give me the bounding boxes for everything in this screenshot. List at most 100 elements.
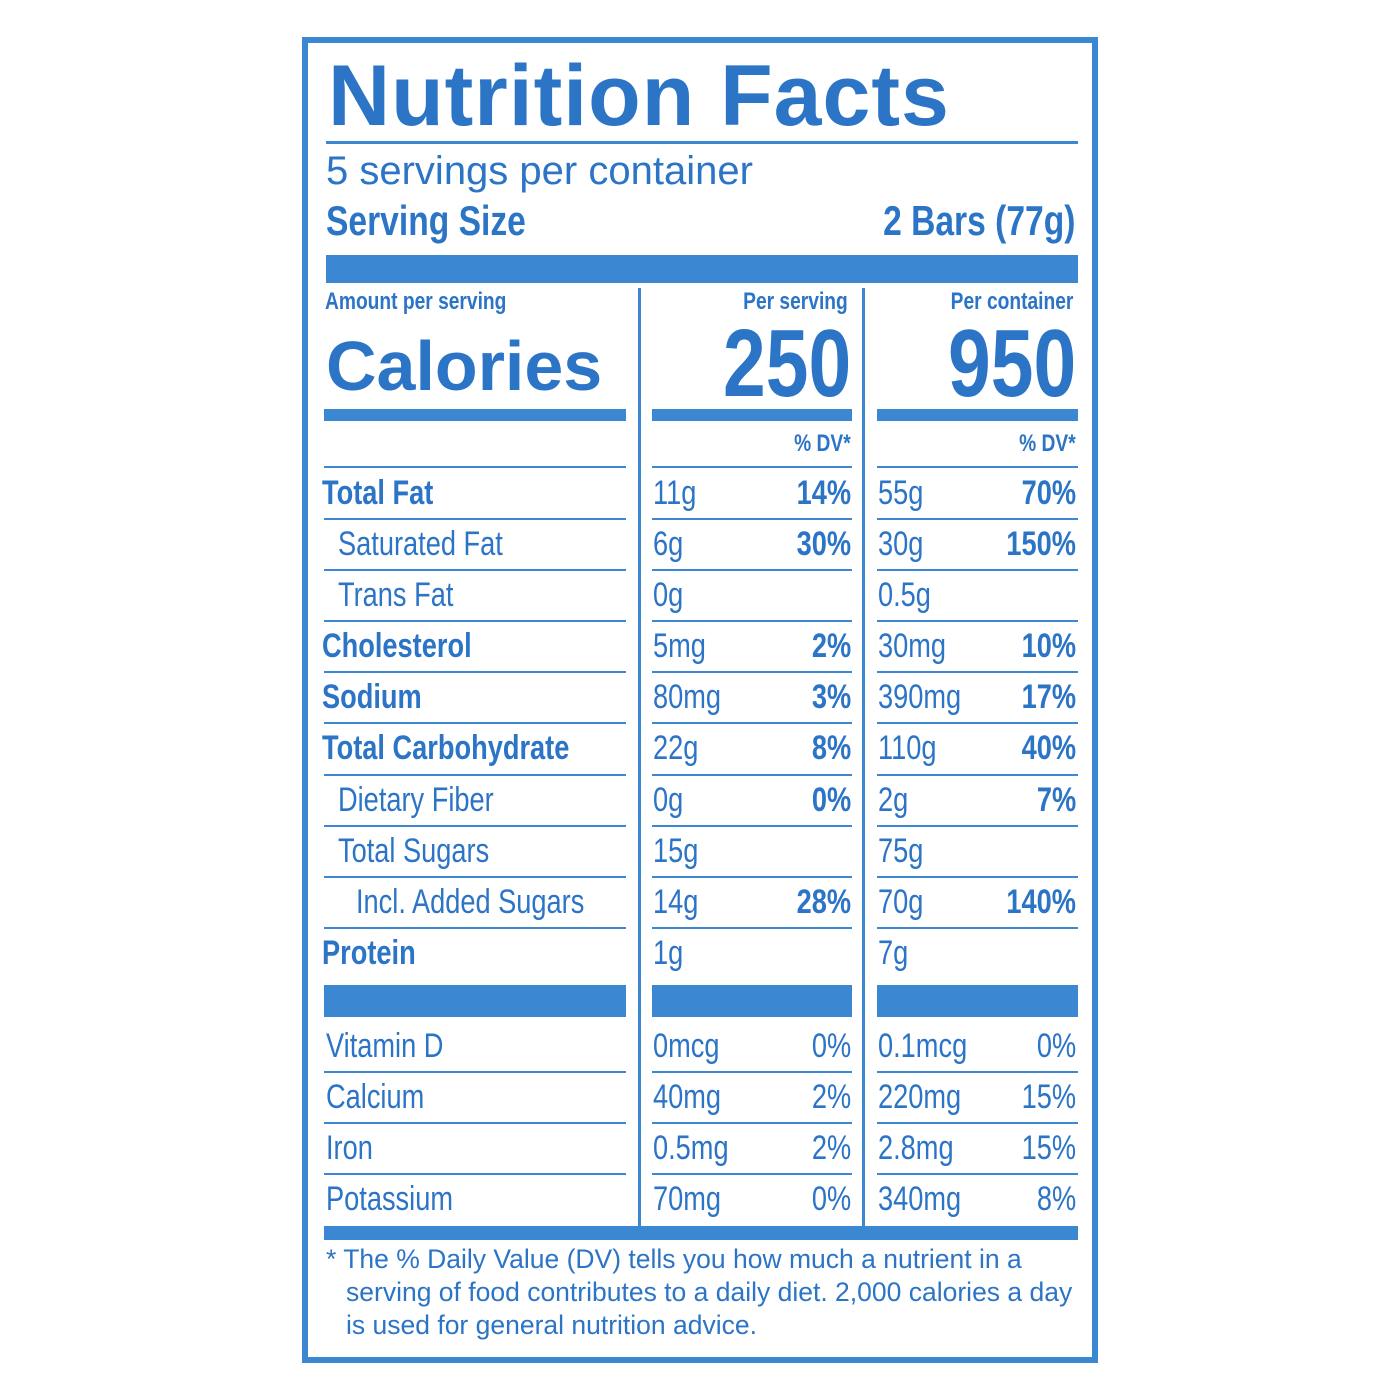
rule	[324, 1173, 626, 1175]
serving-amount: 15g	[653, 831, 699, 870]
serving-amount: 80mg	[653, 678, 722, 717]
rule	[324, 824, 626, 827]
serving-amount: 6g	[653, 525, 684, 563]
rule	[652, 1071, 852, 1073]
container-amount: 2.8mg	[878, 1128, 954, 1167]
thick-rule	[877, 985, 1078, 1017]
nutrient-name: Saturated Fat	[338, 525, 503, 563]
nutrient-name: Protein	[322, 933, 416, 972]
divider	[862, 288, 865, 1226]
container-dv: 7%	[1036, 780, 1076, 819]
serving-amount: 14g	[653, 882, 699, 921]
thick-rule	[324, 409, 626, 421]
rule	[652, 671, 852, 674]
amount-label: Amount per serving	[325, 288, 507, 316]
rule	[324, 926, 626, 929]
nutrient-name: Calcium	[326, 1077, 425, 1116]
rule	[324, 466, 626, 468]
rule	[652, 569, 852, 572]
rule	[652, 1173, 852, 1175]
serving-dv: 30%	[796, 525, 851, 563]
nutrient-name: Trans Fat	[338, 576, 454, 615]
rule	[877, 466, 1078, 468]
container-amount: 390mg	[878, 678, 962, 717]
serving-amount: 0mcg	[653, 1026, 720, 1065]
thick-rule	[652, 985, 852, 1017]
rule	[877, 1122, 1078, 1124]
serving-dv: 0%	[811, 780, 851, 819]
nutrient-name: Total Carbohydrate	[322, 729, 570, 768]
container-amount: 0.1mcg	[878, 1026, 968, 1065]
serving-dv: 0%	[811, 1179, 851, 1218]
rule	[877, 518, 1078, 520]
thick-rule	[877, 409, 1078, 421]
calories-label: Calories	[326, 326, 603, 405]
footnote: * The % Daily Value (DV) tells you how m…	[326, 1244, 1073, 1340]
serving-amount: 1g	[653, 933, 684, 972]
serving-amount: 70mg	[653, 1179, 722, 1218]
rule	[877, 926, 1078, 929]
rule	[652, 518, 852, 520]
serving-dv: 8%	[811, 729, 851, 768]
rule	[652, 824, 852, 827]
rule	[877, 671, 1078, 674]
thick-rule	[324, 1226, 1078, 1240]
thick-rule	[326, 255, 1078, 283]
container-amount: 75g	[878, 831, 924, 870]
rule	[877, 824, 1078, 827]
rule	[652, 466, 852, 468]
container-dv: 140%	[1006, 882, 1076, 921]
serving-amount: 5mg	[653, 627, 706, 666]
container-amount: 220mg	[878, 1077, 962, 1116]
rule	[877, 722, 1078, 725]
per-container-label: Per container	[950, 288, 1073, 316]
rule	[877, 1173, 1078, 1175]
label-frame	[302, 37, 1098, 1363]
serving-dv: 2%	[811, 1077, 851, 1116]
rule	[324, 1071, 626, 1073]
servings: 5 servings per container	[326, 149, 753, 193]
container-dv: 8%	[1036, 1179, 1076, 1218]
serving-amount: 0g	[653, 780, 684, 819]
container-dv: 40%	[1021, 729, 1076, 768]
serving-dv: 3%	[811, 678, 851, 717]
container-amount: 340mg	[878, 1179, 962, 1218]
serving-dv: 0%	[811, 1026, 851, 1065]
rule	[877, 875, 1078, 878]
rule	[877, 569, 1078, 572]
container-amount: 2g	[878, 780, 909, 819]
rule	[324, 518, 626, 520]
rule	[877, 773, 1078, 776]
calories-per-serving: 250	[722, 309, 851, 417]
nutrient-name: Potassium	[326, 1179, 453, 1218]
serving-amount: 0g	[653, 576, 684, 615]
nutrient-name: Dietary Fiber	[338, 780, 494, 819]
nutrient-name: Iron	[326, 1128, 373, 1167]
nutrient-name: Sodium	[322, 678, 422, 717]
thick-rule	[324, 985, 626, 1017]
serving-size: 2 Bars (77g)	[882, 196, 1075, 244]
nutrient-name: Total Sugars	[338, 831, 490, 870]
rule	[324, 569, 626, 572]
rule	[652, 620, 852, 623]
container-dv: 17%	[1021, 678, 1076, 717]
serving-size-label: Serving Size	[326, 196, 526, 244]
rule	[324, 722, 626, 725]
rule	[324, 1122, 626, 1124]
serving-amount: 22g	[653, 729, 699, 768]
rule	[652, 926, 852, 929]
rule	[877, 1071, 1078, 1073]
container-amount: 30g	[878, 525, 924, 563]
serving-amount: 40mg	[653, 1077, 722, 1116]
container-dv: 70%	[1021, 473, 1076, 512]
container-amount: 7g	[878, 933, 909, 972]
container-dv: 15%	[1021, 1077, 1076, 1116]
serving-dv: 28%	[796, 882, 851, 921]
rule	[324, 620, 626, 623]
container-dv: 15%	[1021, 1128, 1076, 1167]
serving-amount: 0.5mg	[653, 1128, 729, 1167]
rule	[324, 671, 626, 674]
thick-rule	[652, 409, 852, 421]
rule	[326, 141, 1078, 144]
